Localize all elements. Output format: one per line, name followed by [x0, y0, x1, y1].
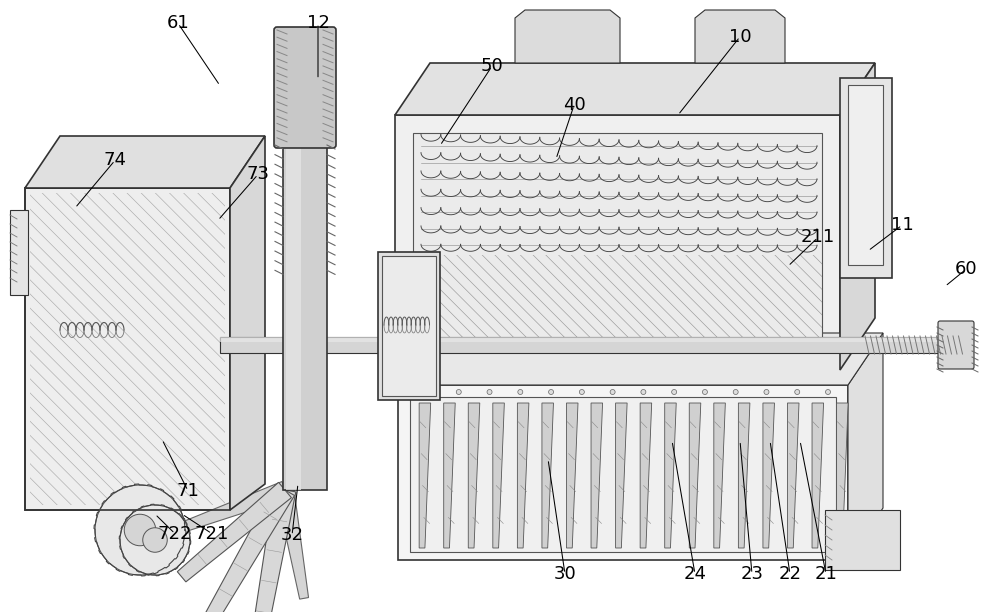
- Polygon shape: [444, 403, 455, 548]
- Polygon shape: [640, 403, 652, 548]
- Polygon shape: [25, 136, 265, 188]
- Polygon shape: [616, 403, 627, 548]
- FancyBboxPatch shape: [938, 321, 974, 369]
- Polygon shape: [848, 333, 883, 560]
- Circle shape: [610, 389, 615, 395]
- Circle shape: [426, 389, 430, 395]
- Polygon shape: [738, 403, 750, 548]
- Circle shape: [733, 389, 738, 395]
- Polygon shape: [787, 403, 799, 548]
- Bar: [410, 397, 836, 552]
- Bar: [848, 85, 883, 265]
- Text: 721: 721: [195, 524, 229, 543]
- Polygon shape: [493, 403, 504, 548]
- Text: 40: 40: [563, 96, 585, 114]
- Circle shape: [120, 505, 190, 575]
- Bar: [413, 133, 822, 352]
- Bar: [283, 85, 327, 490]
- Bar: [286, 85, 301, 490]
- Bar: [398, 385, 848, 560]
- Text: 24: 24: [684, 565, 706, 583]
- Circle shape: [487, 389, 492, 395]
- Polygon shape: [714, 403, 725, 548]
- Polygon shape: [398, 333, 883, 385]
- Text: 21: 21: [815, 565, 837, 583]
- Circle shape: [95, 485, 185, 575]
- Circle shape: [579, 389, 584, 395]
- Text: 10: 10: [729, 28, 751, 46]
- Text: 30: 30: [554, 565, 576, 583]
- Bar: [382, 256, 436, 396]
- Text: 60: 60: [955, 260, 977, 278]
- Bar: [378, 252, 440, 400]
- Bar: [220, 337, 970, 353]
- Circle shape: [826, 389, 830, 395]
- Polygon shape: [177, 482, 291, 582]
- Circle shape: [672, 389, 677, 395]
- Circle shape: [641, 389, 646, 395]
- Polygon shape: [665, 403, 676, 548]
- Circle shape: [549, 389, 554, 395]
- Text: 23: 23: [740, 565, 764, 583]
- Text: 722: 722: [158, 524, 192, 543]
- Text: 71: 71: [177, 482, 199, 500]
- Polygon shape: [515, 10, 620, 63]
- Polygon shape: [517, 403, 529, 548]
- Bar: [25, 188, 230, 510]
- Polygon shape: [812, 403, 824, 548]
- Polygon shape: [395, 63, 875, 115]
- Text: 50: 50: [481, 57, 503, 75]
- Text: 211: 211: [801, 228, 835, 247]
- Bar: [395, 115, 840, 370]
- FancyBboxPatch shape: [274, 27, 336, 148]
- Polygon shape: [468, 403, 480, 548]
- Polygon shape: [566, 403, 578, 548]
- Polygon shape: [251, 488, 296, 612]
- Polygon shape: [763, 403, 774, 548]
- Polygon shape: [689, 403, 701, 548]
- Bar: [10, 210, 28, 295]
- Bar: [220, 337, 970, 342]
- Text: 12: 12: [307, 14, 329, 32]
- Polygon shape: [591, 403, 603, 548]
- Polygon shape: [419, 403, 431, 548]
- Text: 74: 74: [104, 151, 126, 170]
- Polygon shape: [837, 403, 848, 548]
- Polygon shape: [230, 136, 265, 510]
- Circle shape: [764, 389, 769, 395]
- Circle shape: [795, 389, 800, 395]
- Polygon shape: [840, 63, 875, 370]
- Circle shape: [702, 389, 707, 395]
- Circle shape: [143, 528, 167, 552]
- Bar: [25, 188, 230, 510]
- Polygon shape: [695, 10, 785, 63]
- Polygon shape: [166, 482, 288, 537]
- Text: 73: 73: [246, 165, 270, 184]
- Polygon shape: [205, 485, 295, 612]
- Polygon shape: [276, 488, 309, 599]
- Bar: [825, 510, 900, 570]
- Text: 61: 61: [167, 14, 189, 32]
- Text: 22: 22: [778, 565, 802, 583]
- Bar: [840, 78, 892, 278]
- Circle shape: [456, 389, 461, 395]
- Polygon shape: [542, 403, 553, 548]
- Circle shape: [518, 389, 523, 395]
- Circle shape: [124, 514, 156, 546]
- Text: 11: 11: [891, 216, 913, 234]
- Text: 32: 32: [280, 526, 304, 545]
